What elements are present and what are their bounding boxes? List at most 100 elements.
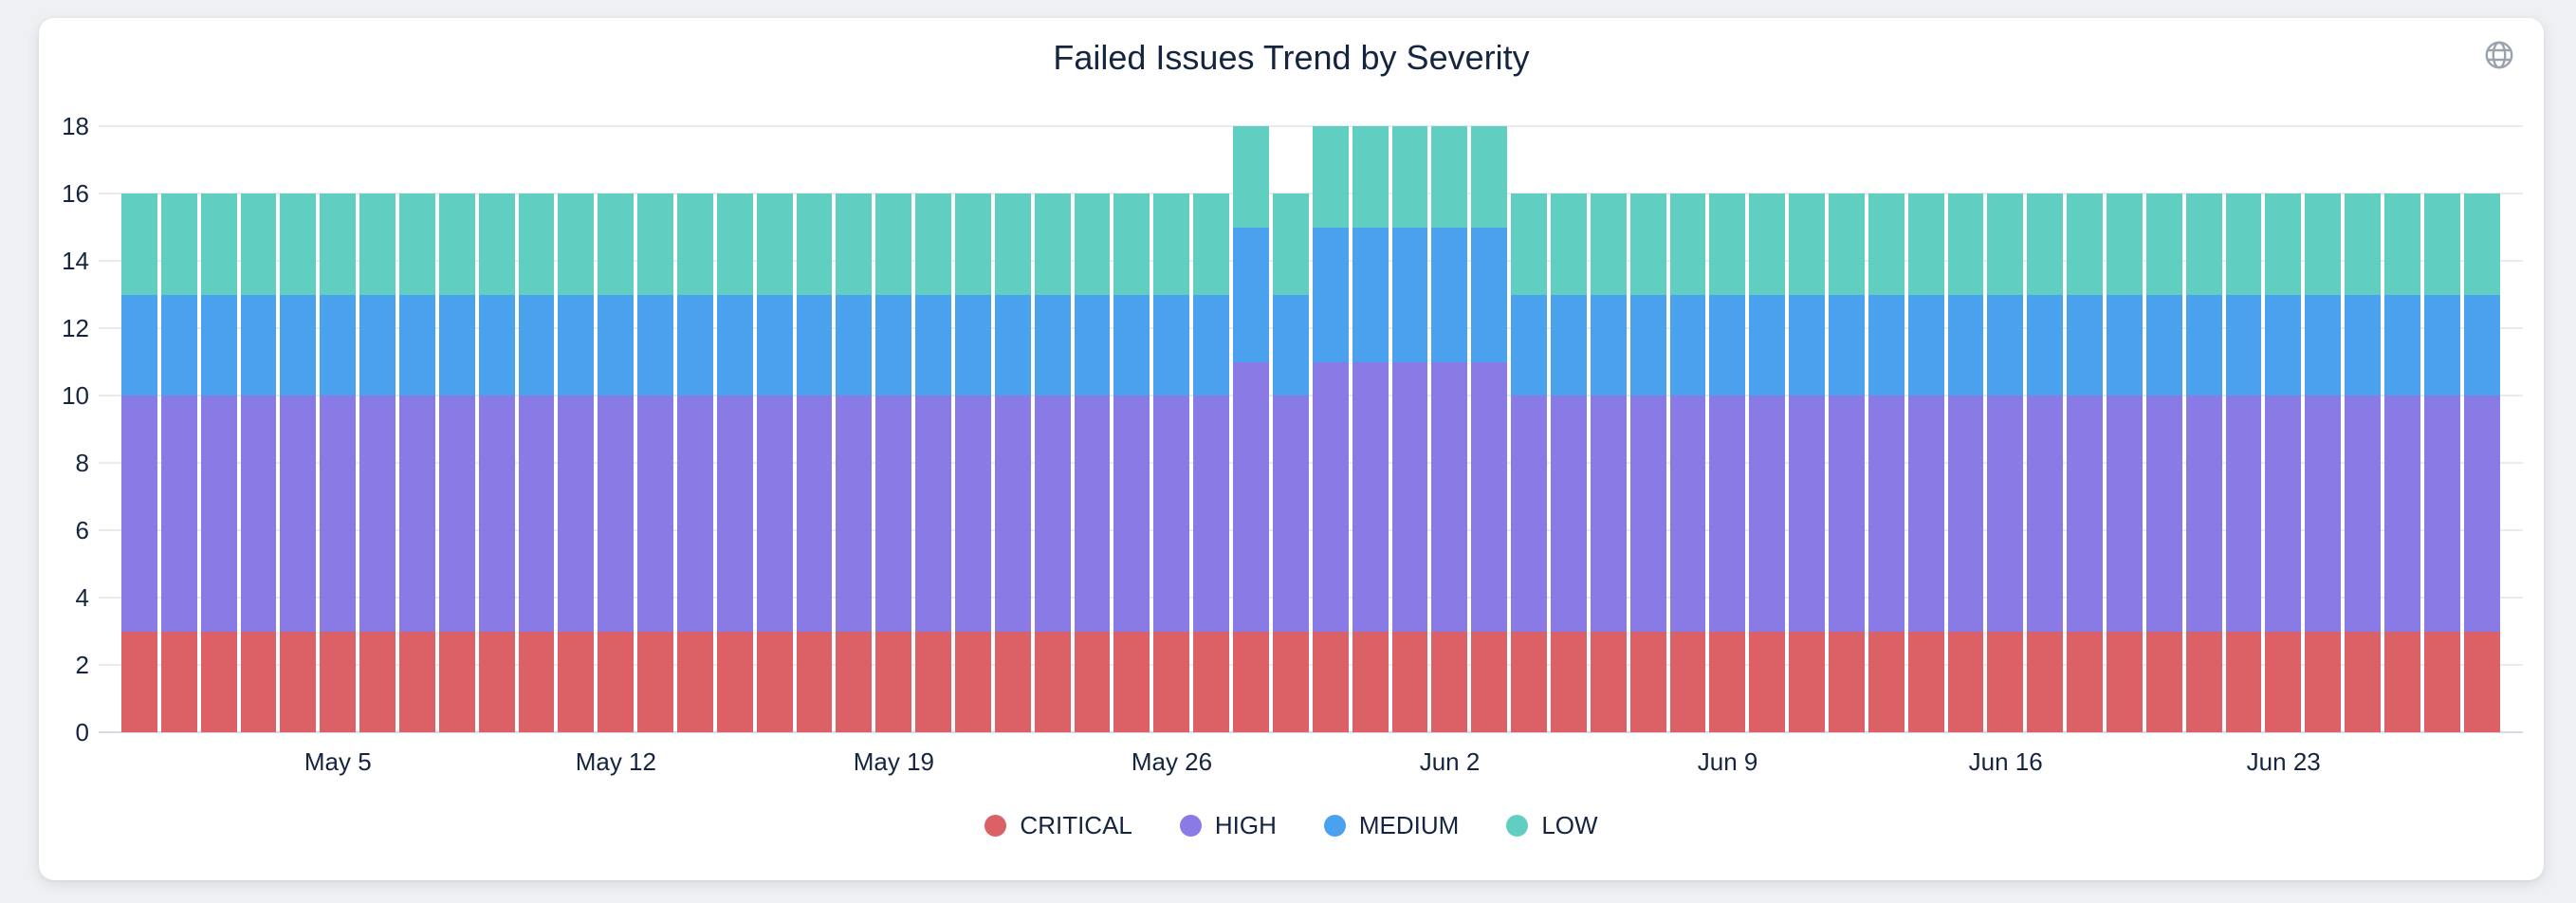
bar-stack[interactable] xyxy=(1233,126,1269,732)
bar-stack[interactable] xyxy=(200,194,237,732)
bar-segment-low xyxy=(1352,126,1389,228)
bar-segment-critical xyxy=(677,631,713,732)
bar-stack[interactable] xyxy=(518,194,555,732)
bar-stack[interactable] xyxy=(1669,194,1706,732)
bar-segment-medium xyxy=(1431,227,1468,362)
bar-stack[interactable] xyxy=(2265,194,2302,732)
bar-stack[interactable] xyxy=(1113,194,1150,732)
bar-stack[interactable] xyxy=(915,194,952,732)
bar-stack[interactable] xyxy=(637,194,674,732)
legend-swatch xyxy=(1323,814,1346,837)
bar-segment-critical xyxy=(240,631,277,732)
bar-stack[interactable] xyxy=(2345,194,2381,732)
bar-stack[interactable] xyxy=(1312,126,1349,732)
legend-item-low[interactable]: LOW xyxy=(1506,811,1598,839)
bar-segment-critical xyxy=(1907,631,1944,732)
bar-stack[interactable] xyxy=(875,194,912,732)
bar-stack[interactable] xyxy=(2106,194,2143,732)
bar-stack[interactable] xyxy=(1074,194,1111,732)
bar-segment-low xyxy=(1987,194,2024,295)
bar-segment-critical xyxy=(2305,631,2342,732)
bar-stack[interactable] xyxy=(399,194,435,732)
bar-segment-high xyxy=(2463,396,2500,632)
bar-stack[interactable] xyxy=(955,194,991,732)
bar-stack[interactable] xyxy=(1590,194,1627,732)
bar-segment-low xyxy=(1193,194,1230,295)
bar-stack[interactable] xyxy=(1987,194,2024,732)
bar-segment-medium xyxy=(2225,294,2262,396)
bar-stack[interactable] xyxy=(359,194,396,732)
bar-segment-critical xyxy=(2423,631,2460,732)
bar-stack[interactable] xyxy=(280,194,317,732)
bar-stack[interactable] xyxy=(2185,194,2222,732)
bar-segment-high xyxy=(1868,396,1904,632)
bar-stack[interactable] xyxy=(1511,194,1547,732)
bar-stack[interactable] xyxy=(2067,194,2103,732)
bar-segment-low xyxy=(1074,194,1111,295)
bar-stack[interactable] xyxy=(1431,126,1468,732)
bar-stack[interactable] xyxy=(677,194,713,732)
legend-item-critical[interactable]: CRITICAL xyxy=(984,811,1132,839)
bar-stack[interactable] xyxy=(438,194,475,732)
bar-segment-high xyxy=(1987,396,2024,632)
bar-stack[interactable] xyxy=(2383,194,2420,732)
bar-stack[interactable] xyxy=(320,194,357,732)
bar-segment-low xyxy=(438,194,475,295)
globe-icon-button[interactable] xyxy=(2480,36,2518,74)
bar-segment-medium xyxy=(2145,294,2182,396)
bar-stack[interactable] xyxy=(2463,194,2500,732)
x-axis-tick-label: Jun 23 xyxy=(2246,747,2321,776)
bar-stack[interactable] xyxy=(2027,194,2064,732)
legend-item-medium[interactable]: MEDIUM xyxy=(1323,811,1459,839)
bar-stack[interactable] xyxy=(1193,194,1230,732)
bar-segment-critical xyxy=(438,631,475,732)
bar-stack[interactable] xyxy=(160,194,197,732)
bar-stack[interactable] xyxy=(598,194,635,732)
bar-stack[interactable] xyxy=(1153,194,1190,732)
bar-stack[interactable] xyxy=(1550,194,1587,732)
bar-stack[interactable] xyxy=(1391,126,1428,732)
bar-segment-low xyxy=(1590,194,1627,295)
bar-stack[interactable] xyxy=(1947,194,1984,732)
bar-segment-critical xyxy=(2463,631,2500,732)
bar-stack[interactable] xyxy=(2305,194,2342,732)
bar-stack[interactable] xyxy=(1352,126,1389,732)
bar-stack[interactable] xyxy=(994,194,1031,732)
bar-stack[interactable] xyxy=(2423,194,2460,732)
x-axis-tick-label: Jun 16 xyxy=(1968,747,2043,776)
bar-stack[interactable] xyxy=(1629,194,1666,732)
bar-stack[interactable] xyxy=(1828,194,1865,732)
bar-stack[interactable] xyxy=(836,194,873,732)
legend-item-high[interactable]: HIGH xyxy=(1179,811,1277,839)
bar-stack[interactable] xyxy=(2145,194,2182,732)
bar-segment-high xyxy=(637,396,674,632)
bar-stack[interactable] xyxy=(1471,126,1508,732)
bar-segment-medium xyxy=(1709,294,1746,396)
x-axis-tick-label: May 19 xyxy=(853,747,935,776)
bar-stack[interactable] xyxy=(796,194,833,732)
bar-stack[interactable] xyxy=(1789,194,1825,732)
bar-stack[interactable] xyxy=(1868,194,1904,732)
bar-stack[interactable] xyxy=(716,194,753,732)
bar-stack[interactable] xyxy=(1709,194,1746,732)
bar-segment-medium xyxy=(1947,294,1984,396)
bar-segment-medium xyxy=(1629,294,1666,396)
chart-title: Failed Issues Trend by Severity xyxy=(1053,38,1530,77)
bar-segment-low xyxy=(875,194,912,295)
bar-stack[interactable] xyxy=(1907,194,1944,732)
bar-stack[interactable] xyxy=(1749,194,1786,732)
bar-segment-low xyxy=(359,194,396,295)
bar-stack[interactable] xyxy=(1272,194,1309,732)
bar-segment-high xyxy=(1272,396,1309,632)
gridline xyxy=(99,529,2523,531)
bar-stack[interactable] xyxy=(2225,194,2262,732)
bar-stack[interactable] xyxy=(1034,194,1071,732)
bar-segment-high xyxy=(915,396,952,632)
bar-stack[interactable] xyxy=(478,194,515,732)
bar-segment-critical xyxy=(1312,631,1349,732)
bar-stack[interactable] xyxy=(756,194,793,732)
bar-segment-high xyxy=(1193,396,1230,632)
bar-stack[interactable] xyxy=(121,194,157,732)
bar-stack[interactable] xyxy=(558,194,595,732)
bar-stack[interactable] xyxy=(240,194,277,732)
